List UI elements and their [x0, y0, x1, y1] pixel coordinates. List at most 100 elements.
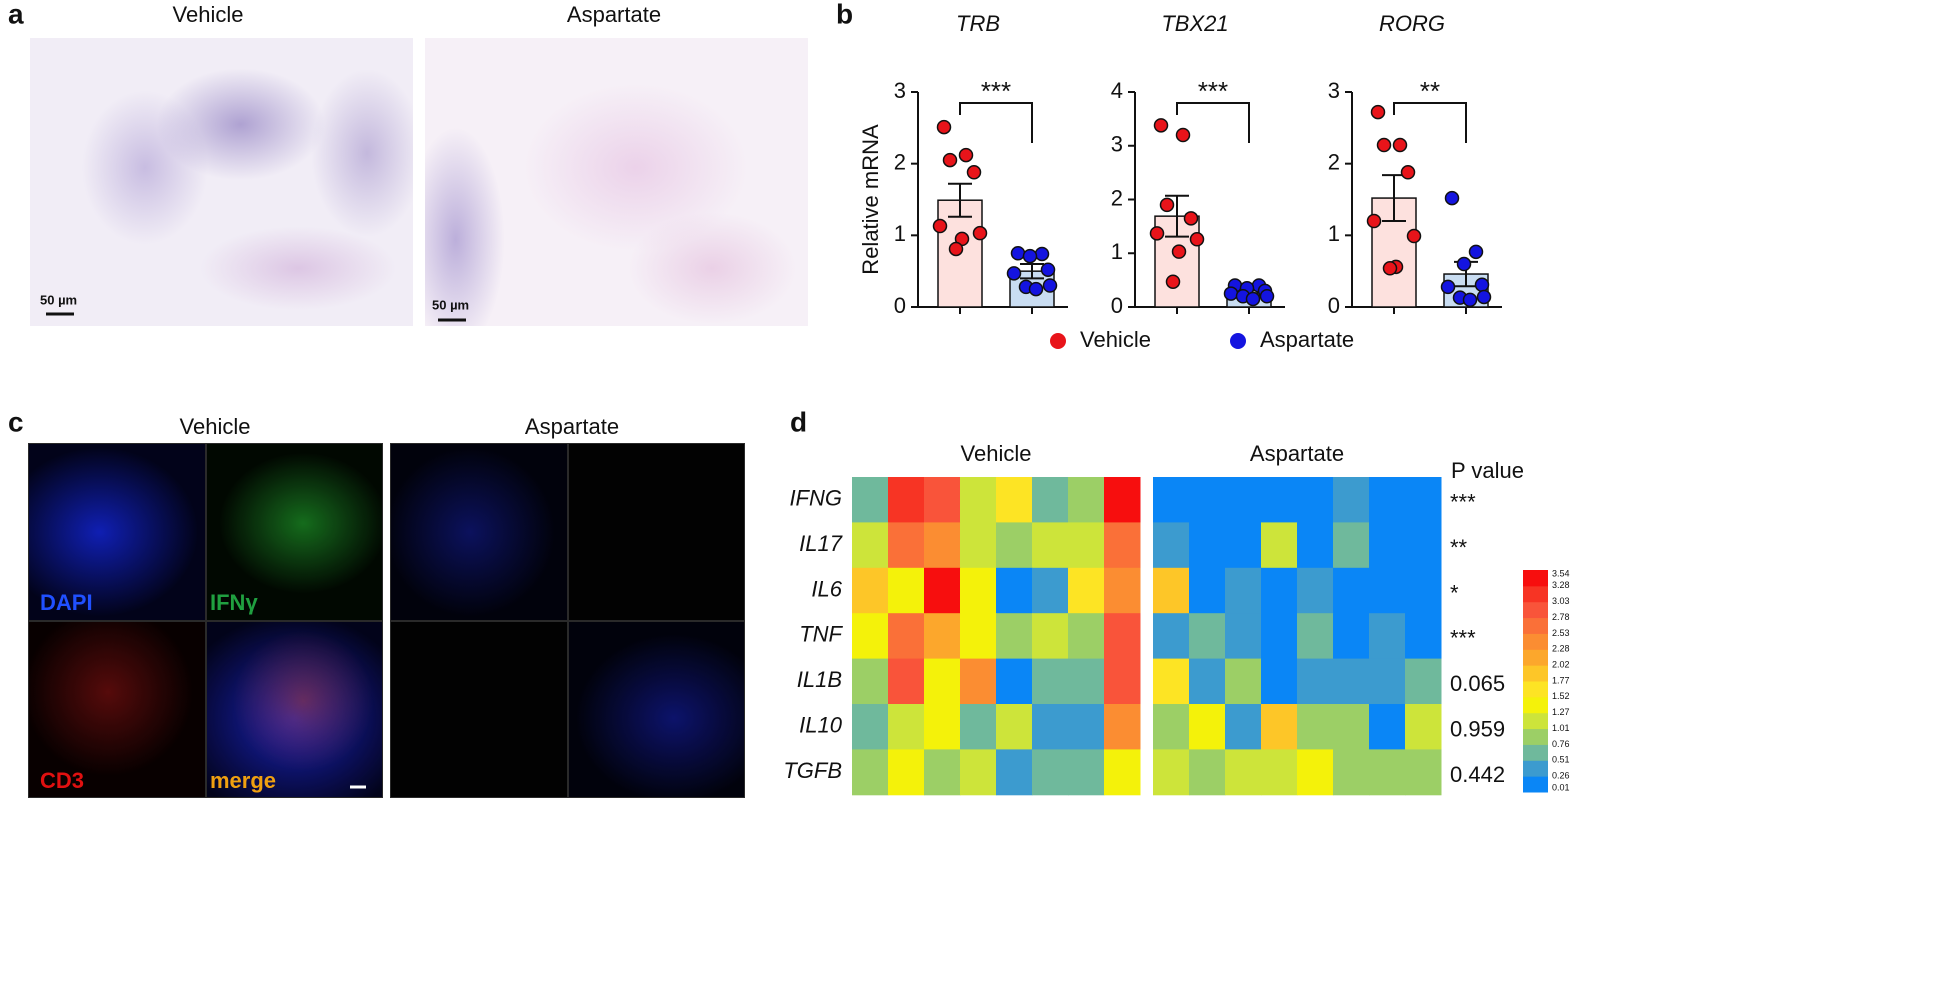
- colorbar-band: [1523, 633, 1548, 650]
- y-tick-label: 3: [894, 78, 906, 103]
- colorbar-tick-label: 1.77: [1552, 675, 1570, 685]
- y-tick-label: 2: [894, 149, 906, 174]
- heatmap-cell: [1153, 477, 1190, 523]
- panel-label: d: [790, 406, 807, 437]
- histology-image: [425, 38, 808, 326]
- colorbar-tick-label: 3.28: [1552, 580, 1570, 590]
- heatmap-cell: [852, 613, 889, 660]
- heatmap-cell: [1032, 613, 1069, 660]
- colorbar-band: [1523, 665, 1548, 682]
- heatmap-cell: [1225, 658, 1262, 705]
- data-point: [1392, 137, 1408, 153]
- heatmap-cell: [996, 522, 1033, 569]
- colorbar-band: [1523, 570, 1548, 587]
- channel-label: merge: [210, 768, 276, 793]
- colorbar-tick-label: 2.28: [1552, 644, 1570, 654]
- heatmap-cell: [1068, 613, 1105, 660]
- data-point: [1153, 118, 1169, 133]
- heatmap-cell: [1297, 567, 1334, 614]
- data-point: [1468, 244, 1484, 260]
- heatmap-cell: [888, 477, 925, 523]
- data-point: [1440, 279, 1456, 295]
- heatmap-cell: [1333, 522, 1370, 569]
- y-tick-label: 2: [1111, 185, 1123, 210]
- heatmap-cell: [1297, 477, 1334, 523]
- heatmap-cell: [1369, 567, 1406, 614]
- y-tick-label: 3: [1328, 78, 1340, 103]
- scale-bar-label: 50 µm: [432, 297, 469, 312]
- heatmap-cell: [1189, 704, 1226, 750]
- heatmap-cell: [1068, 704, 1105, 750]
- panel-label: c: [8, 406, 24, 437]
- heatmap-cell: [1261, 613, 1298, 660]
- data-point: [1028, 281, 1044, 297]
- heatmap-cell: [1405, 613, 1442, 660]
- heatmap-cell: [1261, 567, 1298, 614]
- heatmap-cell: [1068, 567, 1105, 614]
- significance-label: ***: [1198, 76, 1228, 106]
- heatmap-cell: [1261, 749, 1298, 796]
- data-point: [1189, 232, 1205, 247]
- heatmap-cell: [1297, 749, 1334, 796]
- y-tick-label: 0: [1111, 293, 1123, 318]
- panel-label: b: [836, 0, 853, 29]
- p-value: ***: [1450, 626, 1476, 651]
- colorbar-band: [1523, 601, 1548, 619]
- data-point: [958, 147, 974, 163]
- heatmap-cell: [1068, 749, 1105, 796]
- heatmap-cell: [996, 613, 1033, 660]
- heatmap-cell: [1153, 567, 1190, 614]
- data-point: [1034, 246, 1050, 262]
- heatmap-cell: [1032, 749, 1069, 796]
- y-tick-label: 1: [894, 221, 906, 246]
- data-point: [1462, 292, 1478, 308]
- data-point: [1006, 266, 1022, 281]
- heatmap-cell: [1153, 704, 1190, 750]
- data-point: [1259, 289, 1275, 304]
- heatmap-cell: [996, 749, 1033, 796]
- heatmap-cell: [888, 749, 925, 796]
- heatmap-cell: [996, 658, 1033, 705]
- heatmap-cell: [924, 704, 961, 750]
- data-point: [948, 241, 964, 257]
- y-axis-label: Relative mRNA: [858, 124, 883, 275]
- data-point: [936, 119, 952, 135]
- y-tick-label: 4: [1111, 78, 1123, 103]
- data-point: [1159, 197, 1175, 213]
- heatmap-cell: [1189, 477, 1226, 523]
- heatmap-cell: [960, 567, 997, 614]
- colorbar-band: [1523, 760, 1548, 777]
- data-point: [1149, 226, 1165, 241]
- panel-label: a: [8, 0, 24, 29]
- image-title: Vehicle: [180, 414, 251, 439]
- channel-tile: [390, 443, 568, 621]
- data-point: [1010, 246, 1026, 261]
- heatmap-cell: [1261, 477, 1298, 523]
- heatmap-cell: [960, 477, 997, 523]
- heatmap-cell: [1032, 477, 1069, 523]
- data-point: [942, 152, 958, 168]
- data-point: [972, 225, 988, 241]
- p-value: ***: [1450, 490, 1476, 515]
- p-value: 0.959: [1450, 717, 1505, 742]
- heatmap-cell: [1369, 613, 1406, 660]
- heatmap-cell: [924, 477, 961, 523]
- data-point: [1400, 165, 1416, 180]
- heatmap-cell: [888, 613, 925, 660]
- data-point: [1406, 228, 1422, 244]
- row-label: TNF: [799, 622, 843, 647]
- data-point: [1165, 274, 1181, 289]
- colorbar-band: [1523, 681, 1548, 698]
- heatmap-cell: [1189, 613, 1226, 660]
- scale-bar-label: 50 µm: [40, 292, 77, 307]
- data-point: [1223, 286, 1239, 301]
- group-label: Vehicle: [961, 441, 1032, 466]
- heatmap-cell: [1032, 522, 1069, 569]
- data-point: [1042, 278, 1058, 293]
- image-title: Vehicle: [173, 2, 244, 27]
- colorbar-band: [1523, 728, 1548, 745]
- data-point: [1366, 213, 1382, 229]
- colorbar-band: [1523, 585, 1548, 603]
- heatmap-cell: [1189, 749, 1226, 796]
- heatmap-cell: [1225, 749, 1262, 796]
